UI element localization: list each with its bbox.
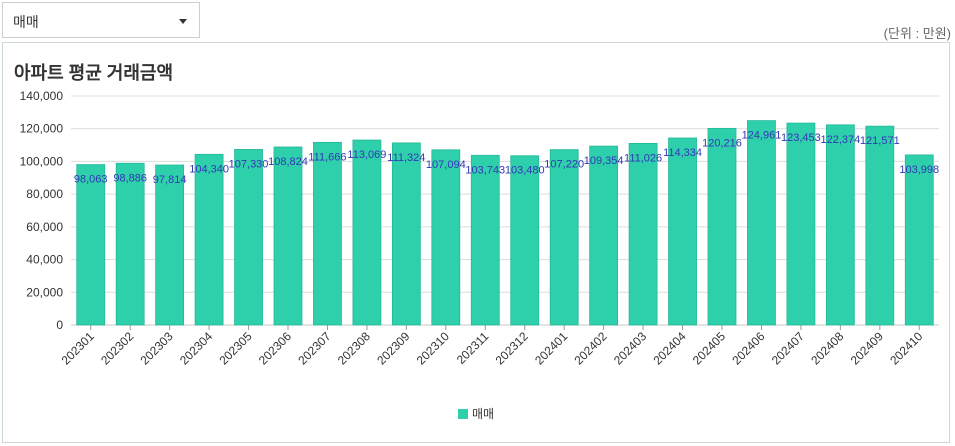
bar[interactable] — [313, 141, 342, 326]
bar[interactable] — [155, 164, 185, 326]
x-tick-label: 202410 — [887, 329, 925, 367]
data-label: 103,743 — [465, 164, 505, 176]
data-label: 111,026 — [624, 152, 662, 164]
transaction-type-select[interactable]: 매매 — [2, 2, 200, 38]
bar[interactable] — [234, 149, 263, 326]
y-tick-label: 140,000 — [20, 89, 64, 103]
data-label: 107,220 — [544, 159, 584, 171]
x-tick-label: 202404 — [650, 329, 688, 367]
data-label: 120,216 — [702, 137, 742, 149]
bar[interactable] — [76, 164, 106, 326]
bar[interactable] — [589, 145, 619, 326]
data-label: 121,571 — [860, 135, 900, 147]
x-tick-label: 202408 — [808, 329, 846, 367]
chart-panel: 아파트 평균 거래금액 0 20,000 40,000 60,000 80,000 100… — [2, 42, 950, 443]
bar[interactable] — [668, 137, 697, 326]
data-label: 97,814 — [153, 174, 187, 186]
x-tick-label: 202409 — [848, 329, 886, 367]
x-tick-label: 202406 — [729, 329, 767, 367]
bar[interactable] — [549, 149, 579, 326]
data-label: 107,330 — [229, 158, 269, 170]
data-label: 123,453 — [781, 132, 821, 144]
y-tick-label: 80,000 — [26, 187, 63, 201]
select-value: 매매 — [13, 14, 39, 30]
chevron-down-icon[interactable] — [179, 19, 187, 24]
data-label: 98,063 — [74, 174, 108, 186]
data-label: 113,069 — [347, 149, 386, 161]
bar[interactable] — [431, 149, 461, 326]
x-tick-label: 202305 — [216, 329, 254, 367]
x-tick-label: 202309 — [374, 329, 412, 367]
y-tick-label: 60,000 — [26, 220, 63, 234]
data-label: 107,094 — [426, 159, 466, 171]
data-label: 124,961 — [742, 130, 782, 142]
data-label: 104,340 — [189, 163, 229, 175]
bar[interactable] — [865, 125, 895, 326]
x-tick-label: 202407 — [769, 329, 807, 367]
x-tick-label: 202302 — [98, 329, 136, 367]
bar[interactable] — [194, 153, 224, 326]
data-label: 109,354 — [584, 155, 624, 167]
bar[interactable] — [628, 142, 658, 326]
data-label: 114,334 — [663, 147, 702, 159]
bar[interactable] — [352, 139, 382, 326]
x-tick-label: 202303 — [138, 329, 176, 367]
legend-swatch — [458, 409, 468, 419]
x-tick-label: 202401 — [532, 329, 570, 367]
data-label: 103,998 — [899, 164, 939, 176]
bar[interactable] — [470, 154, 500, 326]
bar[interactable] — [115, 162, 145, 326]
bar[interactable] — [825, 124, 855, 326]
x-tick-label: 202308 — [335, 329, 373, 367]
bar[interactable] — [786, 122, 816, 326]
data-label: 103,480 — [505, 165, 545, 177]
legend[interactable]: 매매 — [458, 405, 494, 422]
x-tick-label: 202403 — [611, 329, 649, 367]
y-tick-label: 120,000 — [20, 122, 64, 136]
bar[interactable] — [904, 154, 934, 326]
y-tick-label: 100,000 — [20, 154, 64, 168]
bar[interactable] — [707, 127, 737, 326]
x-tick-label: 202304 — [177, 329, 215, 367]
data-label: 111,666 — [308, 151, 346, 163]
y-tick-label: 0 — [56, 318, 63, 332]
x-tick-label: 202402 — [572, 329, 610, 367]
x-tick-label: 202312 — [493, 329, 531, 367]
bar[interactable] — [510, 155, 540, 326]
chart-title: 아파트 평균 거래금액 — [14, 63, 174, 83]
x-tick-label: 202301 — [59, 329, 97, 367]
x-tick-label: 202310 — [414, 329, 452, 367]
bar[interactable] — [747, 120, 776, 326]
bar-chart: 0 20,000 40,000 60,000 80,000 100,000 120,000 1… — [20, 89, 940, 367]
x-tick-label: 202405 — [690, 329, 728, 367]
bar[interactable] — [273, 146, 303, 326]
x-tick-label: 202306 — [256, 329, 294, 367]
x-tick-label: 202311 — [454, 329, 492, 367]
y-tick-label: 40,000 — [26, 253, 63, 267]
x-tick-label: 202307 — [295, 329, 333, 367]
legend-label: 매매 — [472, 407, 495, 421]
unit-label: (단위 : 만원) — [883, 26, 951, 41]
data-label: 111,324 — [387, 152, 425, 164]
data-label: 108,824 — [268, 156, 308, 168]
y-tick-label: 20,000 — [26, 285, 63, 299]
bar[interactable] — [391, 142, 421, 326]
data-label: 98,886 — [113, 172, 147, 184]
data-label: 122,374 — [820, 134, 860, 146]
